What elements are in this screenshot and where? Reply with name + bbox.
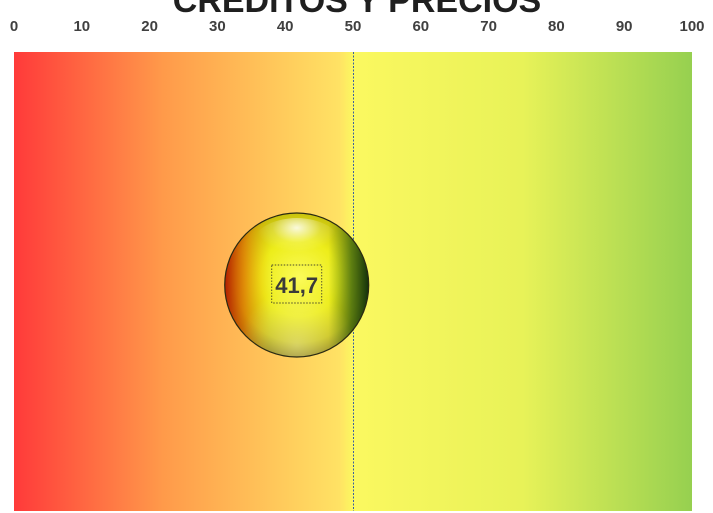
bubble: 41,7	[224, 212, 370, 358]
chart-title: CRÉDITOS Y PRECIOS	[173, 0, 541, 20]
bubble-bottom-glow	[224, 213, 369, 357]
x-tick-label: 90	[616, 18, 633, 35]
x-tick-label: 20	[141, 18, 158, 35]
x-tick-label: 80	[548, 18, 565, 35]
data-points: 41,7	[224, 212, 370, 358]
x-axis-ticks: 0 10 20 30 40 50 60 70 80 90 100	[10, 18, 705, 35]
x-tick-label: 70	[480, 18, 497, 35]
x-tick-label: 30	[209, 18, 226, 35]
x-tick-label: 100	[679, 18, 704, 35]
x-tick-label: 50	[345, 18, 362, 35]
bubble-outline	[224, 212, 370, 358]
x-tick-label: 60	[412, 18, 429, 35]
bubble-value-label: 41,7	[275, 273, 318, 298]
x-tick-label: 10	[73, 18, 90, 35]
x-tick-label: 40	[277, 18, 294, 35]
bubble-label-frame	[271, 264, 323, 304]
x-tick-label: 0	[10, 18, 18, 35]
